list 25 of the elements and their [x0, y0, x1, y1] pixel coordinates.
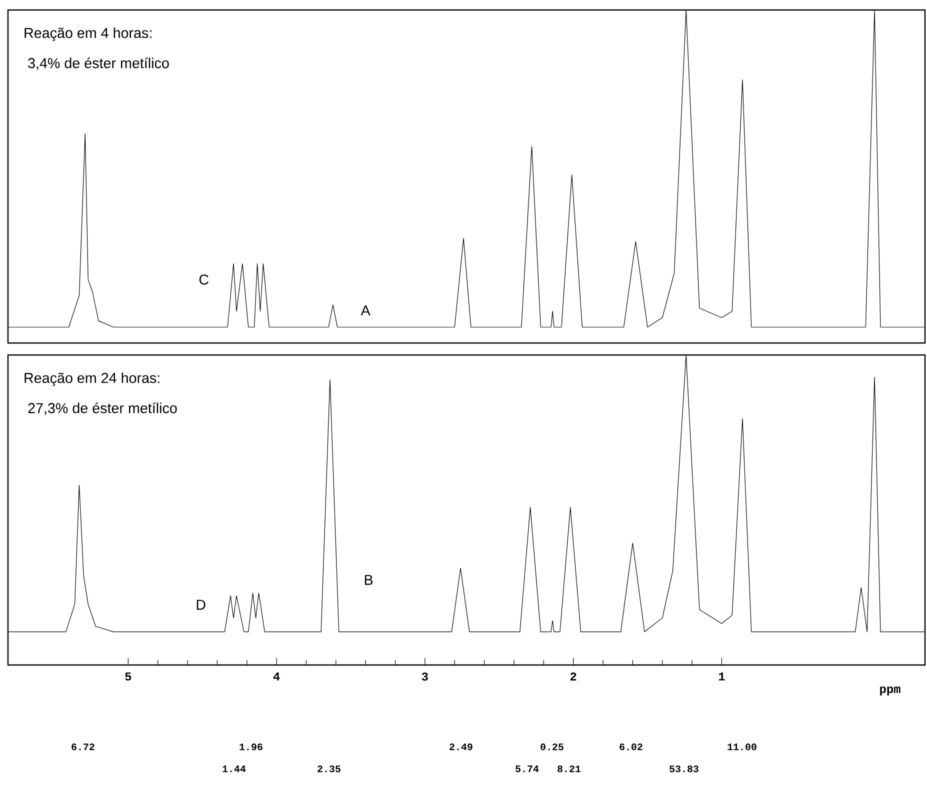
annotation: C	[199, 274, 208, 285]
x-tick-label: 1	[718, 672, 725, 680]
text: Reação em 24 horas:	[24, 372, 160, 386]
x-axis-title: ppm	[880, 686, 900, 696]
text: 2.49	[450, 744, 472, 750]
text: 2.35	[318, 766, 340, 772]
text: 8.21	[558, 766, 581, 772]
text: 5.74	[516, 766, 539, 772]
x-tick-label: 2	[570, 672, 576, 681]
text: 1.96	[240, 744, 262, 750]
text: 0.25	[540, 744, 564, 750]
text: 11.00	[728, 744, 756, 750]
text: 6.02	[620, 744, 642, 750]
x-tick-label: 3	[422, 672, 428, 681]
text: 3,4% de éster metílico	[28, 58, 169, 70]
annotation: B	[364, 574, 373, 585]
text: Reação em 4 horas:	[24, 28, 152, 41]
text: 27,3% de éster metílico	[28, 402, 177, 415]
annotation: D	[196, 600, 206, 610]
annotation: A	[360, 306, 370, 316]
text: 53.83	[670, 766, 698, 772]
text: 1.44	[222, 766, 246, 772]
x-tick-label: 5	[125, 672, 132, 681]
text: 6.72	[72, 744, 94, 750]
x-tick-label: 4	[273, 672, 280, 680]
